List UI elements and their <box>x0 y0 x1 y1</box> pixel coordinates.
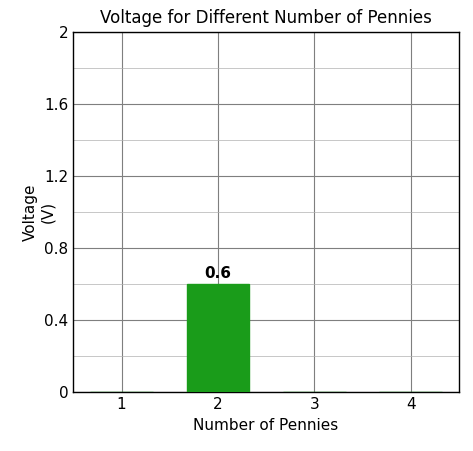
X-axis label: Number of Pennies: Number of Pennies <box>193 418 339 433</box>
Bar <box>186 284 249 392</box>
Title: Voltage for Different Number of Pennies: Voltage for Different Number of Pennies <box>100 9 432 27</box>
Y-axis label: Voltage
(V): Voltage (V) <box>22 183 55 241</box>
Text: 0.6: 0.6 <box>204 266 231 281</box>
